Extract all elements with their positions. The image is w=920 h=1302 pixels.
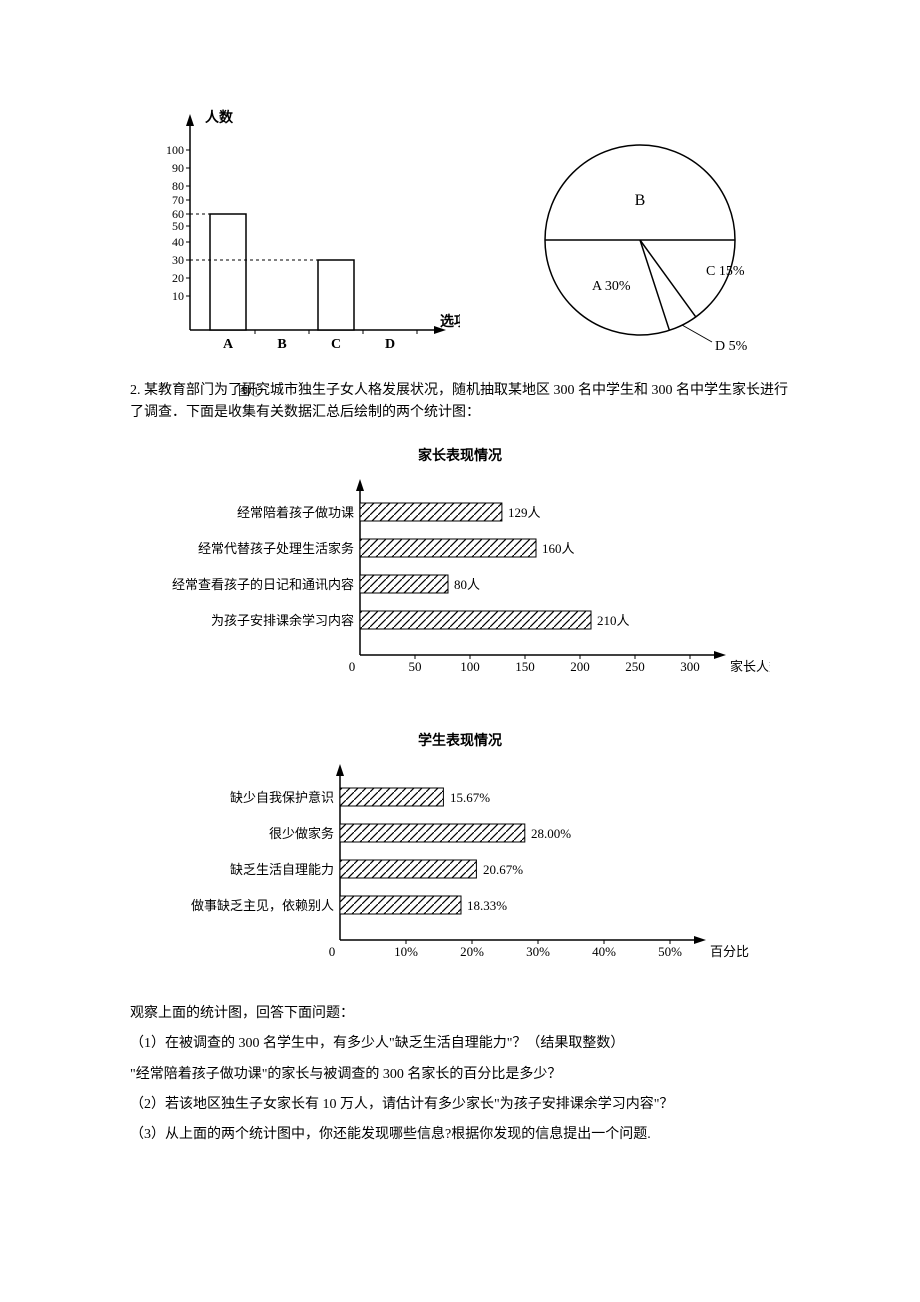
svg-text:很少做家务: 很少做家务 <box>269 826 334 841</box>
question2-intro: 2. 某教育部门为了研究城市独生子女人格发展状况，随机抽取某地区 300 名中学… <box>130 380 790 425</box>
svg-text:10: 10 <box>172 289 184 303</box>
pie-label-c: C 15% <box>706 264 745 279</box>
sub-question-2: （2）若该地区独生子女家长有 10 万人，请估计有多少家长"为孩子安排课余学习内… <box>130 1094 790 1116</box>
svg-text:30: 30 <box>172 253 184 267</box>
parent-chart: 0 50 100 150 200 250 300 家长人数 经常陪着孩子做功课 … <box>130 475 770 685</box>
svg-text:15.67%: 15.67% <box>450 790 490 805</box>
pie-label-a: A 30% <box>592 279 631 294</box>
svg-text:10%: 10% <box>394 944 418 959</box>
svg-text:160人: 160人 <box>542 541 575 556</box>
parent-chart-title: 家长表现情况 <box>130 445 790 465</box>
svg-text:50: 50 <box>409 659 422 674</box>
svg-text:0: 0 <box>349 659 356 674</box>
bar-chart-y-title: 人数 <box>205 109 234 126</box>
svg-text:0: 0 <box>329 944 336 959</box>
svg-text:做事缺乏主见，依赖别人: 做事缺乏主见，依赖别人 <box>191 898 334 913</box>
svg-text:20.67%: 20.67% <box>483 862 523 877</box>
svg-text:250: 250 <box>625 659 645 674</box>
student-chart: 0 10% 20% 30% 40% 50% 百分比 缺少自我保护意识 15.67… <box>130 760 770 970</box>
svg-text:150: 150 <box>515 659 535 674</box>
svg-text:家长人数: 家长人数 <box>730 659 770 674</box>
svg-text:90: 90 <box>172 161 184 175</box>
sub-question-3: （3）从上面的两个统计图中，你还能发现哪些信息?根据你发现的信息提出一个问题. <box>130 1124 790 1146</box>
svg-text:30%: 30% <box>526 944 550 959</box>
svg-text:40: 40 <box>172 235 184 249</box>
observe-text: 观察上面的统计图，回答下面问题： <box>130 1003 790 1025</box>
svg-text:80人: 80人 <box>454 577 480 592</box>
svg-text:300: 300 <box>680 659 700 674</box>
bar-chart-x-title: 选项 <box>440 313 460 330</box>
svg-text:100: 100 <box>166 143 184 157</box>
svg-text:40%: 40% <box>592 944 616 959</box>
svg-text:百分比: 百分比 <box>710 944 749 959</box>
svg-text:50%: 50% <box>658 944 682 959</box>
pie-label-d: D 5% <box>715 339 748 354</box>
svg-text:经常查看孩子的日记和通讯内容: 经常查看孩子的日记和通讯内容 <box>172 577 354 592</box>
figure-1-label: 图① <box>238 382 262 401</box>
svg-text:70: 70 <box>172 193 184 207</box>
svg-text:210人: 210人 <box>597 613 630 628</box>
svg-text:缺少自我保护意识: 缺少自我保护意识 <box>230 790 334 805</box>
sub-question-1b: "经常陪着孩子做功课"的家长与被调查的 300 名家长的百分比是多少？ <box>130 1064 790 1086</box>
svg-text:20%: 20% <box>460 944 484 959</box>
svg-text:129人: 129人 <box>508 505 541 520</box>
svg-text:200: 200 <box>570 659 590 674</box>
svg-text:D: D <box>385 337 395 352</box>
svg-text:经常陪着孩子做功课: 经常陪着孩子做功课 <box>237 505 354 520</box>
svg-text:缺乏生活自理能力: 缺乏生活自理能力 <box>230 862 334 877</box>
sub-question-1a: （1）在被调查的 300 名学生中，有多少人"缺乏生活自理能力"？（结果取整数） <box>130 1033 790 1055</box>
svg-text:100: 100 <box>460 659 480 674</box>
figure-row-1: 人数 选项 100 90 80 70 60 50 40 30 20 10 <box>130 100 790 360</box>
svg-text:18.33%: 18.33% <box>467 898 507 913</box>
svg-text:50: 50 <box>172 219 184 233</box>
svg-text:C: C <box>331 337 341 352</box>
svg-text:为孩子安排课余学习内容: 为孩子安排课余学习内容 <box>211 613 354 628</box>
svg-text:A: A <box>223 337 234 352</box>
svg-text:经常代替孩子处理生活家务: 经常代替孩子处理生活家务 <box>198 541 354 556</box>
svg-text:80: 80 <box>172 179 184 193</box>
pie-chart: B C 15% D 5% A 30% <box>490 100 770 360</box>
svg-text:B: B <box>277 337 286 352</box>
bar-chart: 人数 选项 100 90 80 70 60 50 40 30 20 10 <box>130 100 460 360</box>
pie-label-b: B <box>635 192 646 209</box>
student-chart-title: 学生表现情况 <box>130 730 790 750</box>
svg-text:28.00%: 28.00% <box>531 826 571 841</box>
svg-text:20: 20 <box>172 271 184 285</box>
